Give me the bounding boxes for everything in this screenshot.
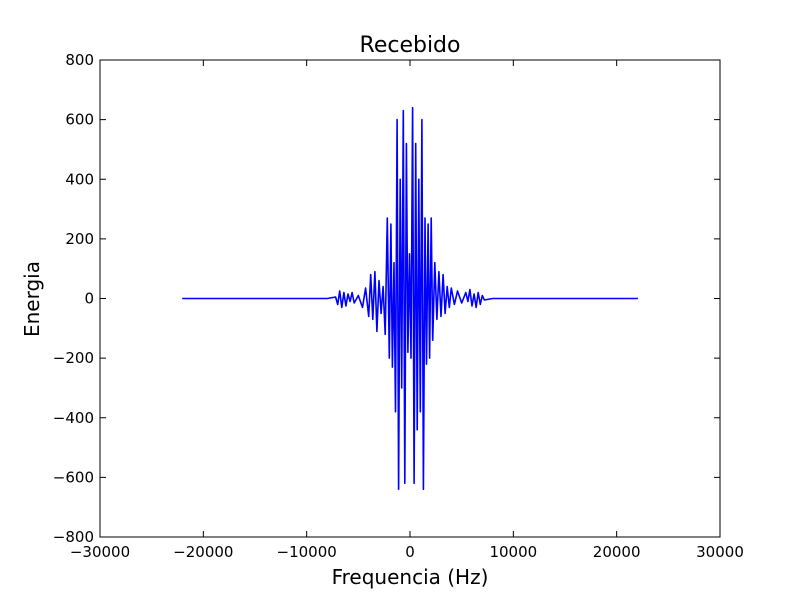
y-tick-label: 200 xyxy=(65,230,94,248)
x-tick-label: 10000 xyxy=(489,543,537,561)
x-tick-label: 20000 xyxy=(593,543,641,561)
y-tick-label: −200 xyxy=(53,349,94,367)
y-tick-label: −600 xyxy=(53,468,94,486)
series-layer xyxy=(182,106,638,491)
x-tick-label: 0 xyxy=(405,543,415,561)
y-tick-label: 600 xyxy=(65,111,94,129)
x-tick-label: −30000 xyxy=(70,543,130,561)
x-axis-ticks: −30000 −20000 −10000 0 10000 20000 30000 xyxy=(70,60,744,561)
y-tick-label: 800 xyxy=(65,51,94,69)
y-tick-label: 0 xyxy=(84,290,94,308)
series-line-0 xyxy=(182,106,638,491)
y-tick-label: 400 xyxy=(65,170,94,188)
chart-title: Recebido xyxy=(360,33,461,58)
y-axis-ticks: 800 600 400 200 0 −200 −400 −600 −800 xyxy=(53,51,720,546)
x-axis-title: Frequencia (Hz) xyxy=(332,565,489,589)
x-tick-label: −10000 xyxy=(277,543,337,561)
y-axis-title: Energia xyxy=(20,261,44,337)
x-tick-label: 30000 xyxy=(696,543,744,561)
x-tick-label: −20000 xyxy=(173,543,233,561)
y-tick-label: −800 xyxy=(53,528,94,546)
y-tick-label: −400 xyxy=(53,409,94,427)
